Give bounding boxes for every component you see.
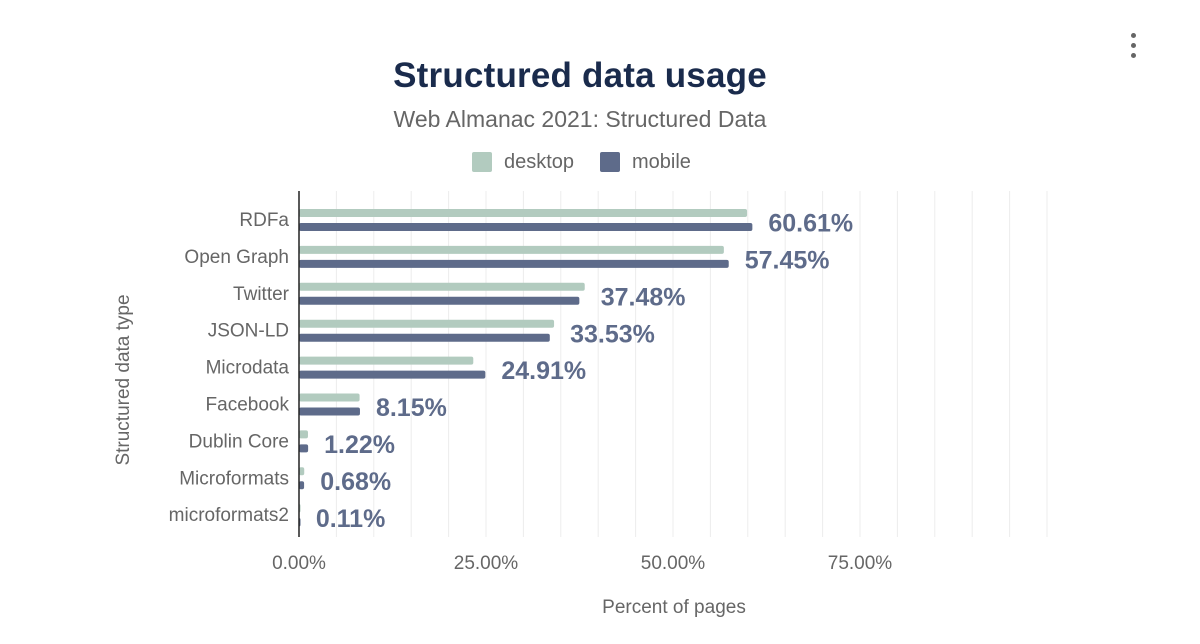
data-label: 37.48% xyxy=(601,283,686,311)
category-label: Facebook xyxy=(206,395,290,416)
category-label: Microdata xyxy=(206,358,290,379)
data-label: 60.61% xyxy=(768,210,853,238)
legend-swatch-mobile xyxy=(600,152,620,172)
bar-desktop[interactable] xyxy=(299,319,555,328)
bar-desktop[interactable] xyxy=(299,245,724,254)
vertical-ellipsis-icon xyxy=(1131,33,1136,38)
category-label: Twitter xyxy=(233,284,290,305)
x-axis-title: Percent of pages xyxy=(602,597,746,618)
bar-desktop[interactable] xyxy=(299,282,585,291)
x-tick-label: 0.00% xyxy=(272,553,326,574)
bar-mobile[interactable] xyxy=(299,259,729,268)
y-axis-title: Structured data type xyxy=(113,294,134,465)
data-label: 33.53% xyxy=(570,320,655,348)
category-label: microformats2 xyxy=(169,505,289,526)
vertical-ellipsis-icon xyxy=(1131,43,1136,48)
bar-mobile[interactable] xyxy=(299,481,305,490)
bar-mobile[interactable] xyxy=(299,296,580,305)
bar-desktop[interactable] xyxy=(299,393,360,402)
data-label: 24.91% xyxy=(501,357,586,385)
data-label: 8.15% xyxy=(376,394,447,422)
bar-desktop[interactable] xyxy=(299,356,474,365)
chart-subtitle: Web Almanac 2021: Structured Data xyxy=(393,106,767,132)
data-label: 0.68% xyxy=(320,468,391,496)
bar-mobile[interactable] xyxy=(299,333,550,342)
bar-mobile[interactable] xyxy=(299,444,309,453)
x-tick-label: 25.00% xyxy=(454,553,519,574)
legend-label-desktop: desktop xyxy=(504,151,575,173)
data-label: 57.45% xyxy=(745,247,830,275)
bar-desktop[interactable] xyxy=(299,209,748,217)
data-label: 0.11% xyxy=(316,505,386,533)
legend-label-mobile: mobile xyxy=(632,151,691,173)
vertical-ellipsis-icon xyxy=(1131,53,1136,58)
chart-title: Structured data usage xyxy=(393,56,767,95)
bar-mobile[interactable] xyxy=(299,223,753,231)
bar-desktop[interactable] xyxy=(299,467,305,476)
legend-swatch-desktop xyxy=(472,152,492,172)
category-label: Dublin Core xyxy=(189,431,289,452)
bar-mobile[interactable] xyxy=(299,370,486,379)
bar-desktop[interactable] xyxy=(299,430,308,439)
labels: RDFa 60.61% Open Graph 57.45% Twitter 37.48% J… xyxy=(169,210,893,574)
x-tick-label: 75.00% xyxy=(828,553,893,574)
category-label: Open Graph xyxy=(184,247,289,268)
x-tick-label: 50.00% xyxy=(641,553,706,574)
bars xyxy=(299,209,753,527)
category-label: JSON-LD xyxy=(208,321,289,342)
data-label: 1.22% xyxy=(324,431,395,459)
category-label: Microformats xyxy=(179,468,289,489)
bar-mobile[interactable] xyxy=(299,407,360,416)
category-label: RDFa xyxy=(239,210,289,231)
chart-menu-button[interactable] xyxy=(1121,30,1147,62)
